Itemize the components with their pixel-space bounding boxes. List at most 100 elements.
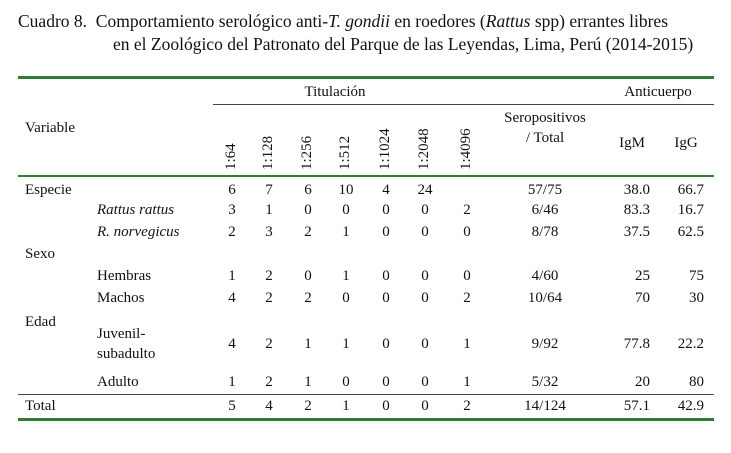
titer-cell: 0 xyxy=(304,268,312,284)
titer-cell: 0 xyxy=(382,268,390,284)
titer-cell: 0 xyxy=(421,336,429,352)
titer-cell: 4 xyxy=(228,336,236,352)
titer-cell: 4 xyxy=(228,290,236,306)
caption-line-2: en el Zoológico del Patronato del Parque… xyxy=(113,34,694,54)
titer-cell: 0 xyxy=(421,202,429,218)
variable-header: Variable xyxy=(25,120,75,136)
titer-cell: 2 xyxy=(304,290,312,306)
titulacion-underline xyxy=(213,104,603,105)
titer-cell: 10 xyxy=(338,182,354,198)
total-subheader: / Total xyxy=(525,130,565,146)
titer-cell: 0 xyxy=(382,290,390,306)
header-rule xyxy=(18,175,714,177)
titer-cell: 3 xyxy=(265,224,273,240)
titer-cell: 1 xyxy=(342,268,350,284)
caption-text-b: en roedores ( xyxy=(390,11,486,31)
anticuerpo-underline xyxy=(602,104,714,105)
titer-cell: 0 xyxy=(382,398,390,414)
titer-cell: 1 xyxy=(463,336,471,352)
titer-cell: 1 xyxy=(342,224,350,240)
titer-cell: 0 xyxy=(382,224,390,240)
row-label: R. norvegicus xyxy=(97,224,180,240)
titer-cell: 0 xyxy=(382,336,390,352)
titer-cell: 2 xyxy=(228,224,236,240)
titer-cell: 6 xyxy=(228,182,236,198)
anticuerpo-header: Anticuerpo xyxy=(624,84,692,100)
caption-number: Cuadro 8. xyxy=(18,11,88,31)
titer-cell: 2 xyxy=(265,374,273,390)
total-rule xyxy=(18,394,714,395)
titer-header: 1:256 xyxy=(299,135,315,170)
titer-cell: 1 xyxy=(228,268,236,284)
titer-cell: 2 xyxy=(265,336,273,352)
igg-cell: 42.9 xyxy=(677,398,704,414)
titer-header: 1:1024 xyxy=(377,128,393,170)
row-label: Rattus rattus xyxy=(97,202,175,218)
titer-cell: 0 xyxy=(463,224,471,240)
titer-cell: 1 xyxy=(463,374,471,390)
igg-cell: 66.7 xyxy=(677,182,704,198)
caption-italic-species: T. gondii xyxy=(328,11,391,31)
seropositive-cell: 9/92 xyxy=(531,336,559,352)
seropositive-cell: 14/124 xyxy=(524,398,566,414)
igg-cell: 16.7 xyxy=(677,202,704,218)
titer-cell: 2 xyxy=(265,268,273,284)
titer-cell: 0 xyxy=(421,398,429,414)
igm-cell: 83.3 xyxy=(623,202,650,218)
row-label: Adulto xyxy=(97,374,139,390)
titer-cell: 1 xyxy=(228,374,236,390)
row-label: Sexo xyxy=(25,246,55,262)
seropositivos-header: Seropositivos xyxy=(504,110,586,126)
titer-cell: 2 xyxy=(304,224,312,240)
row-label-cont: subadulto xyxy=(97,346,156,362)
igm-cell: 57.1 xyxy=(623,398,650,414)
titer-cell: 1 xyxy=(265,202,273,218)
titer-cell: 1 xyxy=(342,398,350,414)
titer-cell: 1 xyxy=(342,336,350,352)
titer-cell: 0 xyxy=(342,374,350,390)
seropositive-cell: 5/32 xyxy=(531,374,559,390)
row-label: Hembras xyxy=(97,268,152,284)
seropositive-cell: 6/46 xyxy=(531,202,559,218)
titer-cell: 4 xyxy=(265,398,273,414)
igg-header: IgG xyxy=(674,135,698,151)
titer-cell: 0 xyxy=(342,290,350,306)
igg-cell: 80 xyxy=(689,374,704,390)
row-label: Machos xyxy=(97,290,145,306)
igm-cell: 37.5 xyxy=(623,224,650,240)
seropositive-cell: 4/60 xyxy=(531,268,559,284)
titer-cell: 2 xyxy=(463,398,471,414)
titer-cell: 0 xyxy=(421,290,429,306)
igg-cell: 22.2 xyxy=(677,336,704,352)
titer-header: 1:512 xyxy=(337,135,353,170)
titer-cell: 3 xyxy=(228,202,236,218)
titer-cell: 1 xyxy=(304,336,312,352)
igm-cell: 25 xyxy=(635,268,650,284)
igm-cell: 38.0 xyxy=(623,182,650,198)
titer-cell: 5 xyxy=(228,398,236,414)
titer-cell: 4 xyxy=(382,182,390,198)
titer-cell: 6 xyxy=(304,182,312,198)
igg-cell: 75 xyxy=(689,268,704,284)
caption-text-c: spp) errantes libres xyxy=(530,11,669,31)
row-label: Edad xyxy=(25,314,56,330)
titer-cell: 0 xyxy=(421,268,429,284)
titer-cell: 24 xyxy=(417,182,433,198)
titer-cell: 0 xyxy=(342,202,350,218)
titer-header: 1:64 xyxy=(223,143,239,170)
seropositive-cell: 57/75 xyxy=(527,182,563,198)
titer-cell: 0 xyxy=(304,202,312,218)
titer-header: 1:4096 xyxy=(458,128,474,170)
titer-header: 1:128 xyxy=(260,135,276,170)
top-rule xyxy=(18,76,714,79)
titer-cell: 0 xyxy=(421,374,429,390)
caption-italic-genus: Rattus xyxy=(485,11,531,31)
seropositive-cell: 10/64 xyxy=(527,290,563,306)
titer-cell: 7 xyxy=(265,182,273,198)
row-label: Juvenil- xyxy=(97,326,146,342)
caption-text-a: Comportamiento serológico anti- xyxy=(95,11,329,31)
row-label: Total xyxy=(25,398,56,414)
igm-cell: 77.8 xyxy=(623,336,650,352)
titer-cell: 1 xyxy=(304,374,312,390)
titer-cell: 0 xyxy=(382,374,390,390)
